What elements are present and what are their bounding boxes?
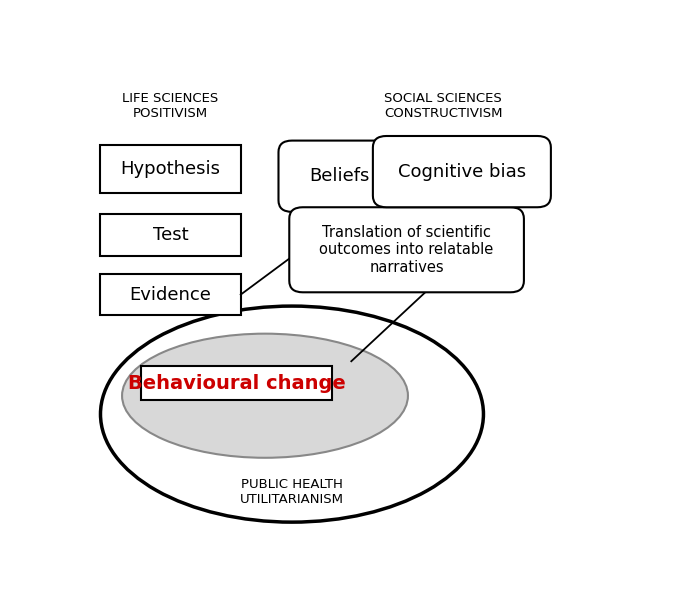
Text: LIFE SCIENCES
POSITIVISM: LIFE SCIENCES POSITIVISM xyxy=(122,92,219,120)
Ellipse shape xyxy=(122,334,408,458)
FancyBboxPatch shape xyxy=(141,366,333,401)
FancyBboxPatch shape xyxy=(373,136,551,207)
Text: Hypothesis: Hypothesis xyxy=(120,161,221,179)
FancyBboxPatch shape xyxy=(100,274,241,315)
FancyBboxPatch shape xyxy=(100,145,241,193)
Text: SOCIAL SCIENCES
CONSTRUCTIVISM: SOCIAL SCIENCES CONSTRUCTIVISM xyxy=(383,92,503,120)
FancyBboxPatch shape xyxy=(278,140,400,212)
Text: Evidence: Evidence xyxy=(129,285,212,304)
Text: Beliefs: Beliefs xyxy=(309,167,370,185)
FancyBboxPatch shape xyxy=(290,207,524,293)
Text: Cognitive bias: Cognitive bias xyxy=(398,162,526,181)
FancyBboxPatch shape xyxy=(100,214,241,256)
Text: Test: Test xyxy=(153,226,189,244)
Text: PUBLIC HEALTH
UTILITARIANISM: PUBLIC HEALTH UTILITARIANISM xyxy=(240,478,344,506)
Text: Behavioural change: Behavioural change xyxy=(128,374,345,393)
Text: Translation of scientific
outcomes into relatable
narratives: Translation of scientific outcomes into … xyxy=(319,225,493,275)
Ellipse shape xyxy=(100,306,484,522)
